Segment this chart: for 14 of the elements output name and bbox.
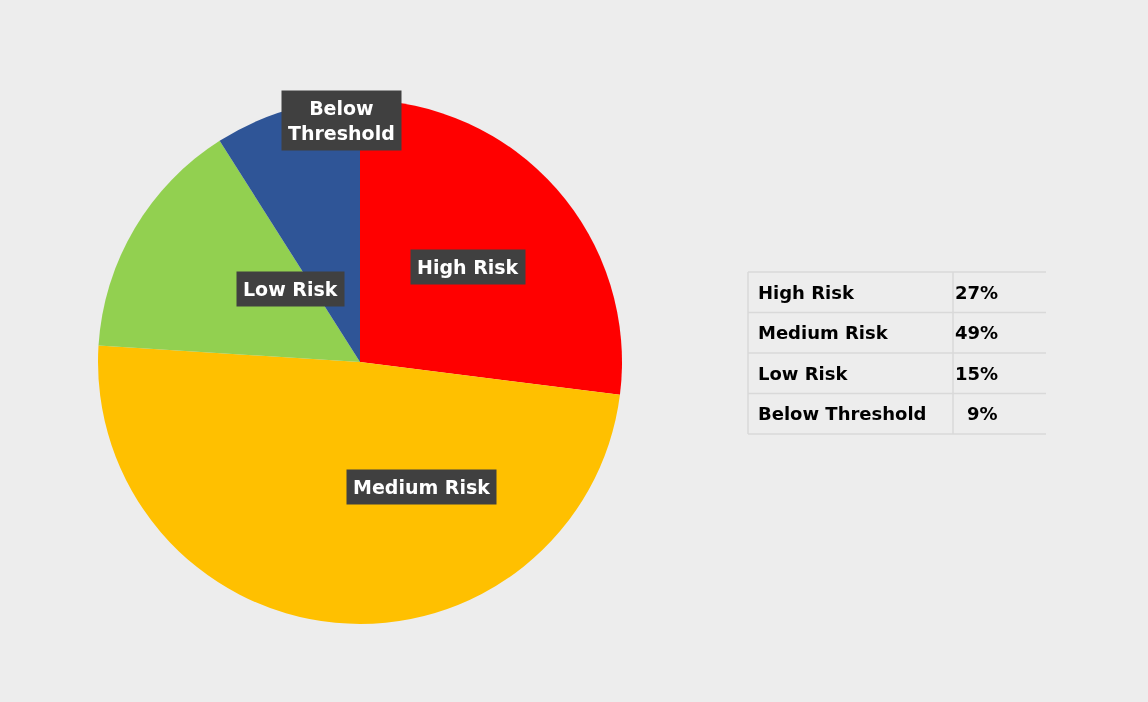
category-label: Medium Risk xyxy=(758,322,888,343)
pie-slice xyxy=(98,140,360,362)
text: 27% xyxy=(955,282,999,303)
text: 9% xyxy=(967,403,998,424)
text: 49% xyxy=(955,322,999,343)
slice-label: High Risk xyxy=(758,282,855,303)
category-label: Below Threshold xyxy=(758,403,927,424)
category-label: Low Risk xyxy=(758,363,848,384)
pie-slice xyxy=(98,345,620,624)
slice-label: Medium Risk xyxy=(353,476,491,498)
text: 15% xyxy=(955,363,999,384)
slice-label: Low Risk xyxy=(243,278,338,300)
slice-label: Below Threshold xyxy=(288,97,395,144)
slice-label: High Risk xyxy=(417,256,519,278)
